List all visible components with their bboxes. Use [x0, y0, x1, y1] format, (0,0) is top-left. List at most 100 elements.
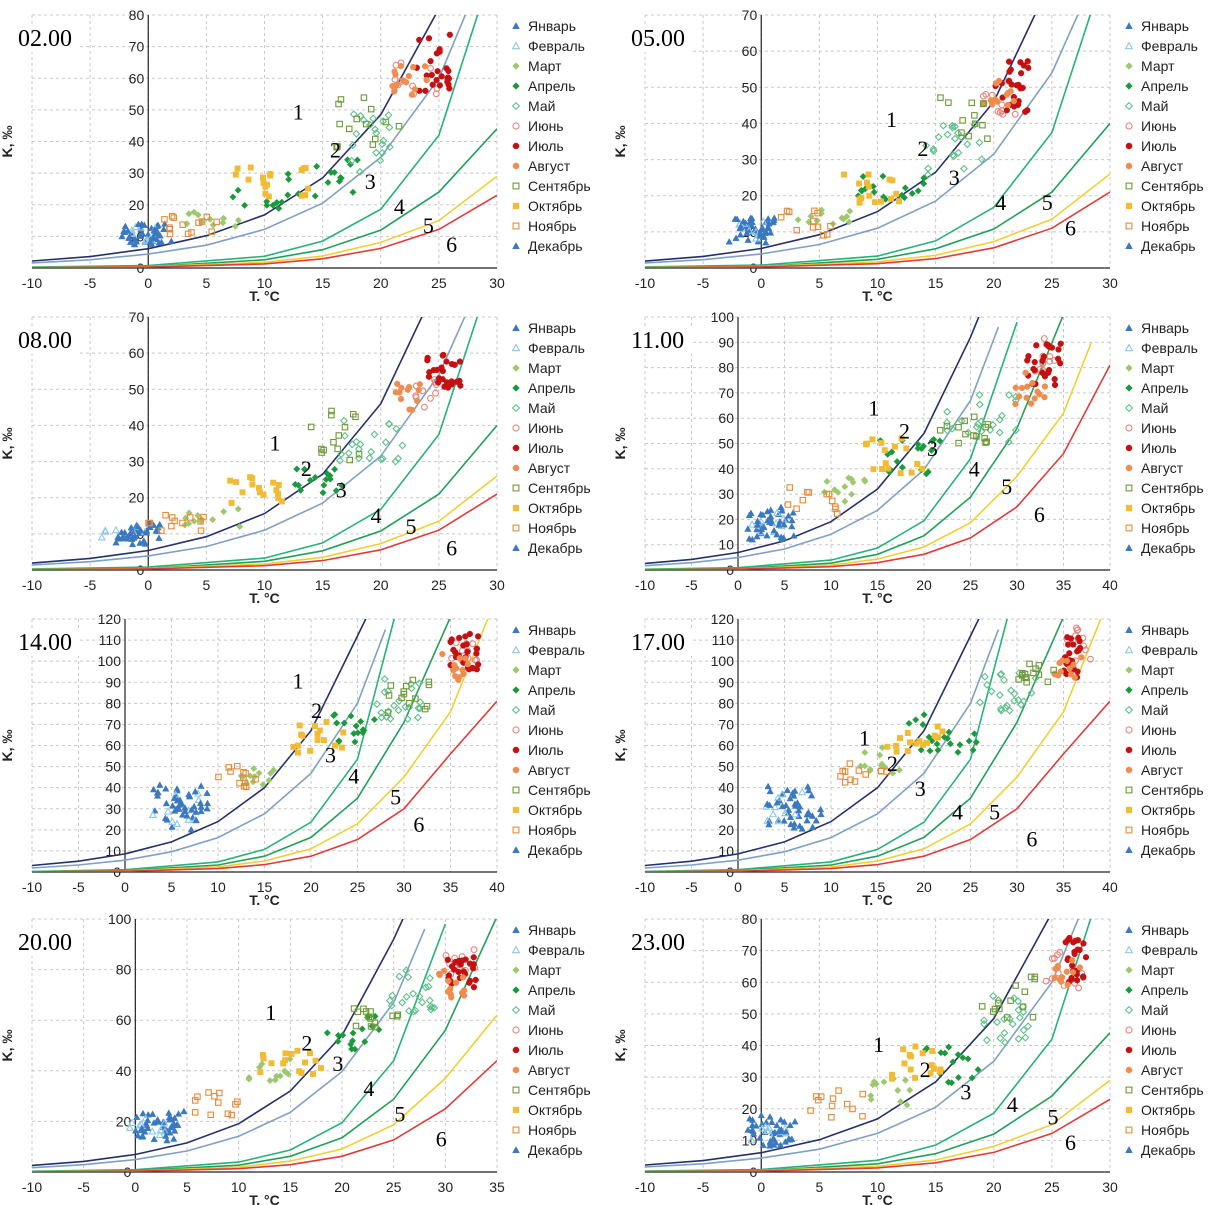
point-октябрь	[265, 193, 272, 200]
point-май	[424, 982, 433, 991]
legend-label: Ноябрь	[528, 218, 577, 234]
point-январь	[769, 218, 777, 226]
point-декабрь	[753, 521, 762, 528]
point-апрель	[914, 440, 922, 448]
point-декабрь	[121, 528, 129, 536]
point-апрель	[351, 738, 359, 746]
x-tick-label: 0	[757, 275, 765, 291]
point-ноябрь	[252, 775, 259, 783]
point-июль	[441, 383, 448, 390]
point-июль	[436, 82, 443, 89]
point-май	[993, 1018, 1002, 1027]
point-январь	[757, 1111, 765, 1119]
point-ноябрь	[807, 1107, 814, 1114]
x-axis-title: T, °C	[862, 288, 893, 301]
curve-label-5: 5	[423, 213, 434, 238]
point-ноябрь	[200, 513, 207, 521]
point-сентябрь	[982, 439, 989, 446]
point-декабрь	[739, 217, 748, 225]
legend-marker-август	[1125, 162, 1133, 170]
point-июль	[1040, 353, 1048, 360]
point-август	[436, 971, 443, 979]
panel-title: 08.00	[18, 328, 72, 354]
point-август	[1070, 661, 1077, 668]
point-январь	[771, 1128, 779, 1136]
point-январь	[178, 811, 187, 818]
point-май	[385, 419, 393, 428]
point-сентябрь	[936, 426, 944, 434]
point-май	[365, 120, 374, 129]
point-декабрь	[763, 224, 772, 232]
point-январь	[766, 787, 774, 795]
point-май	[380, 688, 389, 697]
point-январь	[812, 816, 820, 824]
point-январь	[790, 824, 798, 831]
x-tick-label: -5	[685, 577, 698, 593]
curve-3	[32, 923, 447, 1172]
point-август	[1057, 668, 1064, 675]
point-август	[1012, 400, 1019, 408]
point-октябрь	[888, 195, 894, 202]
legend-marker-июль	[512, 444, 520, 452]
curve-label-5: 5	[989, 799, 1000, 824]
point-май	[415, 679, 424, 688]
point-декабрь	[150, 1135, 158, 1142]
point-июль	[1082, 954, 1090, 961]
legend-marker-август	[512, 162, 520, 170]
legend-label: Август	[528, 460, 571, 476]
gridlines	[31, 918, 498, 1173]
point-сентябрь	[981, 435, 988, 442]
point-январь	[762, 238, 770, 246]
point-март	[861, 762, 869, 770]
x-tick-label: 15	[870, 577, 886, 593]
point-апрель	[919, 442, 928, 450]
point-сентябрь	[335, 100, 342, 108]
point-май	[384, 687, 393, 695]
point-май	[352, 437, 361, 446]
point-декабрь	[160, 225, 168, 233]
point-май	[1004, 437, 1013, 446]
point-июль	[444, 78, 451, 85]
point-август	[1024, 383, 1031, 390]
legend-label: Октябрь	[1141, 802, 1195, 818]
point-декабрь	[786, 813, 795, 820]
model-curves	[32, 619, 497, 872]
point-июль	[1019, 84, 1026, 91]
legend-marker-апрель	[512, 686, 520, 694]
point-апрель	[919, 721, 927, 729]
legend-marker-август	[512, 1066, 520, 1074]
point-октябрь	[232, 171, 239, 178]
point-январь	[180, 1107, 188, 1115]
point-январь	[171, 1127, 179, 1134]
point-март	[281, 1068, 289, 1076]
legend-label: Январь	[1141, 922, 1189, 938]
legend-label: Декабрь	[528, 842, 583, 858]
point-ноябрь	[228, 1111, 235, 1119]
legend-label: Август	[1141, 460, 1184, 476]
point-ноябрь	[799, 496, 807, 504]
curve-label-6: 6	[436, 1127, 447, 1152]
x-tick-label: 10	[210, 879, 226, 895]
panel-title-bg	[629, 930, 693, 956]
point-февраль	[160, 1119, 169, 1127]
curve-label-4: 4	[1007, 1092, 1018, 1117]
point-март	[894, 1086, 902, 1094]
point-апрель	[353, 156, 361, 164]
point-июль	[429, 81, 436, 88]
point-апрель	[306, 476, 314, 484]
point-декабрь	[759, 511, 767, 518]
point-май	[405, 1006, 413, 1015]
curve-6	[32, 1060, 497, 1172]
point-сентябрь	[334, 445, 341, 453]
curve-label-6: 6	[446, 232, 457, 257]
legend-label: Март	[528, 360, 562, 376]
model-curves	[32, 919, 497, 1172]
point-октябрь	[298, 192, 305, 199]
legend-label: Март	[528, 662, 562, 678]
point-декабрь	[126, 529, 134, 536]
point-февраль	[135, 1121, 144, 1129]
point-июль	[474, 633, 482, 640]
point-май	[335, 456, 344, 465]
curve-3	[645, 15, 1092, 268]
